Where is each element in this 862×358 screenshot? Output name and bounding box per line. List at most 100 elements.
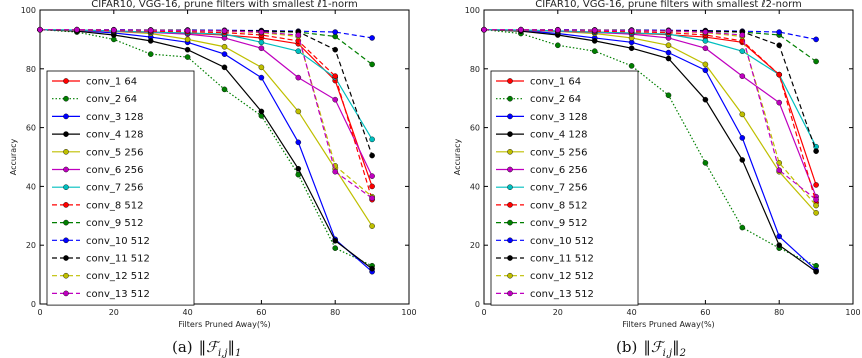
data-point	[369, 183, 375, 190]
data-point	[591, 38, 598, 44]
x-axis-label: Filters Pruned Away(%)	[622, 320, 714, 329]
series-line	[484, 29, 817, 201]
data-point	[258, 45, 265, 52]
legend-label: conv_12 512	[86, 271, 150, 282]
data-point	[369, 136, 375, 143]
legend-marker	[63, 202, 69, 208]
series-line	[39, 29, 373, 273]
data-point	[591, 48, 598, 54]
legend-marker	[507, 237, 513, 244]
legend-label: conv_1 64	[86, 77, 137, 88]
series-line	[484, 29, 817, 206]
x-tick-label: 100	[845, 308, 860, 317]
data-point	[369, 195, 375, 201]
data-point	[258, 64, 265, 71]
data-point	[665, 55, 672, 62]
data-point	[702, 160, 709, 166]
data-point	[776, 242, 783, 248]
plot-area-frame	[39, 9, 410, 305]
legend-marker	[507, 166, 513, 173]
y-tick-label: 20	[470, 241, 480, 250]
legend-marker	[63, 166, 69, 173]
legend-label: conv_11 512	[530, 254, 594, 265]
series-13	[481, 26, 819, 203]
legend-label: conv_6 256	[530, 165, 588, 176]
series-line	[484, 29, 817, 40]
y-tick-label: 80	[26, 65, 36, 74]
data-point	[813, 210, 819, 216]
data-point	[369, 223, 375, 229]
caption-symbol: ℱ	[206, 338, 221, 356]
legend: conv_1 64 conv_2 64 conv_3 128 conv_4 128 co…	[490, 70, 639, 306]
data-point	[184, 46, 191, 53]
series-line	[39, 29, 373, 200]
series-13	[37, 26, 375, 201]
y-tick-label: 100	[465, 6, 480, 15]
data-point	[258, 108, 265, 115]
series-line	[483, 29, 817, 203]
legend-marker	[507, 219, 513, 226]
legend-label: conv_8 512	[86, 200, 144, 211]
legend-label: conv_13 512	[530, 289, 594, 300]
data-point	[221, 28, 228, 34]
legend-marker	[507, 255, 513, 261]
data-point	[295, 32, 302, 38]
legend-label: conv_5 256	[86, 147, 144, 158]
x-tick-label: 40	[627, 308, 637, 317]
plot-area-frame	[483, 9, 854, 305]
legend-label: conv_11 512	[86, 254, 150, 265]
legend-label: conv_3 128	[86, 112, 144, 123]
chart-panel-1: CIFAR10, VGG-16, prune filters with smal…	[9, 0, 417, 358]
y-tick-label: 20	[26, 241, 36, 250]
legend-marker	[63, 95, 69, 102]
series-line	[483, 29, 817, 147]
series-line	[40, 29, 373, 65]
data-point	[739, 135, 746, 141]
caption-norm-close: ‖	[227, 338, 235, 356]
caption-label: (a)	[172, 338, 193, 356]
data-point	[555, 27, 561, 33]
data-point	[702, 61, 709, 68]
x-tick-label: 20	[553, 308, 563, 317]
x-tick-label: 80	[330, 308, 340, 317]
data-point	[111, 27, 117, 33]
x-tick-label: 60	[700, 308, 710, 317]
legend-marker	[63, 131, 69, 137]
figure-caption: (a) ‖ℱi,j‖1	[172, 338, 241, 358]
data-point	[702, 45, 709, 52]
data-point	[739, 157, 746, 163]
data-point	[628, 45, 635, 52]
series-line	[483, 29, 817, 267]
data-point	[481, 26, 487, 33]
legend-label: conv_1 64	[530, 77, 581, 88]
data-point	[184, 36, 191, 43]
data-point	[665, 28, 672, 34]
legend-marker	[63, 237, 69, 244]
data-point	[147, 27, 154, 34]
data-point	[74, 26, 80, 33]
y-tick-label: 40	[470, 182, 480, 191]
data-point	[147, 51, 154, 57]
data-point	[332, 245, 339, 251]
caption-label: (b)	[616, 338, 637, 356]
legend-label: conv_8 512	[530, 200, 588, 211]
legend-label: conv_6 256	[86, 165, 144, 176]
x-tick-label: 80	[774, 308, 784, 317]
x-tick-label: 40	[183, 308, 193, 317]
legend-label: conv_2 64	[530, 94, 581, 105]
legend-label: conv_4 128	[86, 130, 144, 141]
legend-marker	[63, 290, 69, 297]
legend-marker	[507, 78, 513, 84]
data-point	[739, 73, 746, 79]
legend-marker	[507, 148, 513, 155]
data-point	[702, 96, 709, 103]
legend-label: conv_12 512	[530, 271, 594, 282]
caption-sub-ij: i,j	[218, 348, 227, 358]
data-point	[702, 67, 709, 74]
data-point	[813, 202, 819, 209]
legend-marker	[507, 272, 513, 279]
legend-label: conv_4 128	[530, 130, 588, 141]
data-point	[702, 29, 709, 35]
data-point	[628, 27, 635, 34]
